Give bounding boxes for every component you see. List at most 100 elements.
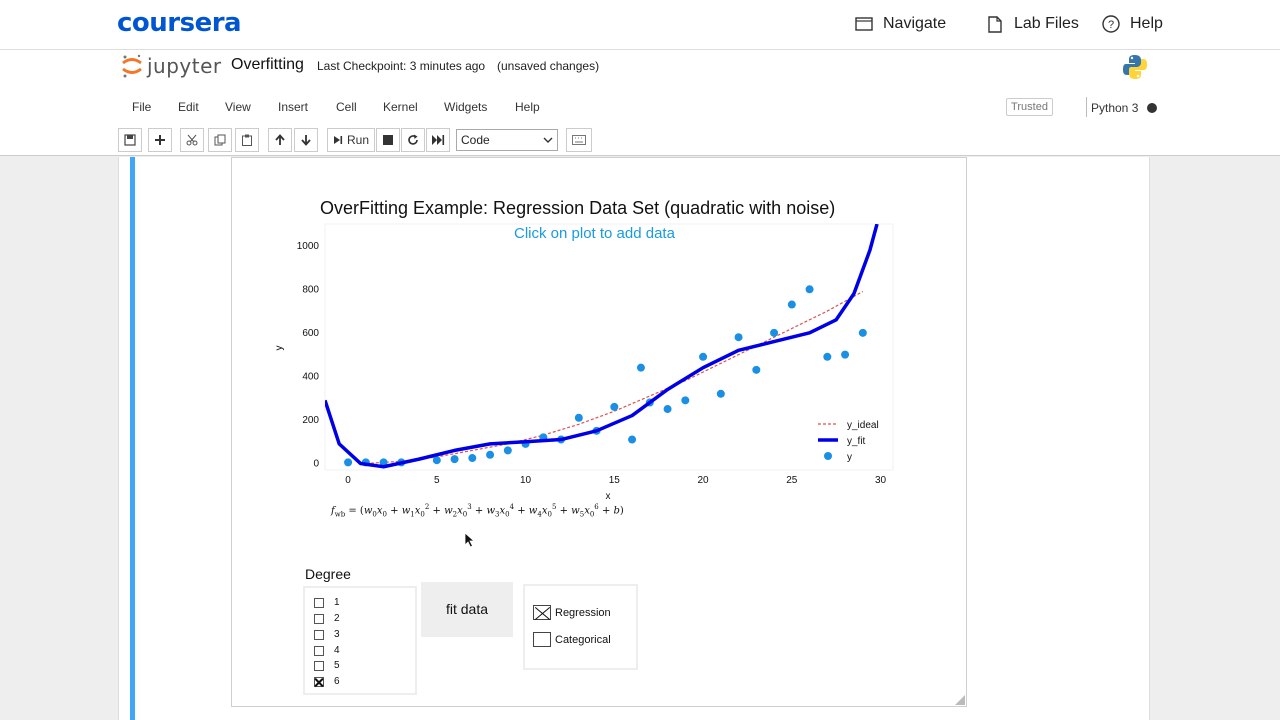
y-tick-label: 1000: [297, 241, 320, 252]
data-point: [344, 458, 353, 467]
x-tick-label: 25: [786, 475, 798, 486]
copy-button[interactable]: [208, 128, 232, 152]
legend-label-y-ideal: y_ideal: [847, 420, 879, 431]
fit-data-button[interactable]: fit data: [421, 582, 513, 637]
x-tick-label: 20: [698, 475, 710, 486]
degree-option-6[interactable]: 6: [314, 676, 340, 687]
menu-file[interactable]: File: [132, 100, 152, 114]
y-tick-label: 800: [302, 284, 319, 295]
mouse-cursor-icon: [464, 532, 476, 548]
arrow-down-icon: [301, 135, 311, 146]
x-tick-label: 30: [875, 475, 887, 486]
paste-button[interactable]: [235, 128, 259, 152]
menu-insert[interactable]: Insert: [278, 100, 309, 114]
mode-option-categorical[interactable]: Categorical: [533, 632, 611, 647]
step-forward-icon: [333, 136, 343, 144]
degree-checkbox[interactable]: [314, 613, 324, 624]
coursera-header: coursera Navigate Lab Files ? Help: [0, 0, 1280, 50]
series-line-y-fit: [325, 224, 879, 469]
cut-button[interactable]: [180, 128, 204, 152]
mode-checkbox[interactable]: [533, 632, 551, 647]
mode-checkbox-group: Regression Categorical: [523, 584, 638, 670]
selected-cell-indicator: [130, 157, 135, 720]
menu-view[interactable]: View: [225, 100, 251, 114]
data-point: [716, 389, 725, 398]
model-equation: fwb = (w0x0 + w1x02 + w2x03 + w3x04 + w4…: [331, 503, 624, 519]
degree-option-3[interactable]: 3: [314, 629, 340, 640]
data-point: [841, 350, 850, 359]
mode-option-label: Regression: [555, 606, 611, 619]
legend-label-y-fit: y_fit: [847, 436, 866, 447]
data-point: [770, 328, 779, 337]
data-point: [823, 352, 832, 361]
menu-help[interactable]: Help: [515, 100, 540, 114]
help-button[interactable]: ? Help: [1102, 15, 1163, 33]
y-tick-label: 0: [313, 458, 319, 469]
menu-kernel[interactable]: Kernel: [383, 100, 418, 114]
data-point: [787, 300, 796, 309]
menu-cell[interactable]: Cell: [336, 100, 357, 114]
scissors-icon: [186, 134, 198, 146]
plot-area[interactable]: [324, 223, 894, 471]
degree-checkbox[interactable]: [314, 597, 324, 608]
unsaved-status: (unsaved changes): [497, 59, 600, 73]
x-tick-label: 5: [434, 475, 440, 486]
run-button[interactable]: Run: [327, 128, 375, 152]
cell-type-value: Code: [461, 133, 490, 147]
trusted-badge[interactable]: Trusted: [1006, 98, 1053, 116]
data-point: [610, 402, 619, 411]
degree-checkbox-group: 1 2 3 4 5 6: [303, 586, 417, 695]
kernel-name[interactable]: Python 3: [1091, 101, 1139, 115]
help-label: Help: [1130, 15, 1163, 32]
degree-checkbox[interactable]: [314, 660, 324, 671]
jupyter-header: jupyter Overfitting Last Checkpoint: 3 m…: [0, 50, 1280, 156]
y-tick-label: 600: [302, 328, 319, 339]
plot-title: OverFitting Example: Regression Data Set…: [320, 198, 836, 218]
degree-checkbox[interactable]: [314, 629, 324, 640]
data-point: [699, 352, 708, 361]
navigate-button[interactable]: Navigate: [855, 15, 946, 33]
degree-option-label: 2: [334, 613, 340, 624]
degree-option-4[interactable]: 4: [314, 645, 340, 656]
insert-cell-button[interactable]: [148, 128, 172, 152]
arrow-up-icon: [275, 134, 285, 145]
x-tick-label: 10: [520, 475, 532, 486]
stop-icon: [383, 135, 393, 145]
degree-option-5[interactable]: 5: [314, 660, 340, 671]
mode-checkbox-checked[interactable]: [533, 605, 551, 620]
move-down-button[interactable]: [294, 128, 318, 152]
data-point: [379, 458, 388, 467]
degree-checkbox[interactable]: [314, 645, 324, 656]
help-icon: ?: [1102, 15, 1120, 33]
menu-edit[interactable]: Edit: [178, 100, 199, 114]
navigate-icon: [855, 16, 873, 32]
save-button[interactable]: [118, 128, 142, 152]
notebook-name[interactable]: Overfitting: [231, 56, 304, 73]
y-tick-label: 400: [302, 371, 319, 382]
degree-checkbox-checked[interactable]: [314, 676, 324, 687]
kernel-status-indicator: [1147, 103, 1157, 113]
data-point: [574, 413, 583, 422]
coursera-logo[interactable]: coursera: [117, 8, 242, 38]
resize-handle-icon[interactable]: [955, 695, 966, 706]
restart-run-all-button[interactable]: [426, 128, 450, 152]
move-up-button[interactable]: [268, 128, 292, 152]
jupyter-logo[interactable]: jupyter: [121, 53, 222, 79]
degree-option-1[interactable]: 1: [314, 597, 340, 608]
x-axis-label: x: [606, 491, 611, 502]
menu-widgets[interactable]: Widgets: [444, 100, 488, 114]
data-point: [468, 454, 477, 463]
regression-plot[interactable]: 0 200 400 600 800 1000 0 5 10 15 20 25 30 y x y_ide…: [270, 220, 920, 510]
lab-files-button[interactable]: Lab Files: [986, 15, 1079, 33]
cell-type-select[interactable]: Code: [456, 129, 558, 151]
interrupt-button[interactable]: [376, 128, 400, 152]
command-palette-button[interactable]: [566, 128, 592, 152]
kernel-divider: [1086, 97, 1087, 117]
mode-option-regression[interactable]: Regression: [533, 605, 611, 620]
degree-option-2[interactable]: 2: [314, 613, 340, 624]
data-point: [805, 285, 814, 294]
plus-icon: [155, 135, 165, 145]
restart-button[interactable]: [401, 128, 425, 152]
save-icon: [124, 134, 136, 146]
chevron-down-icon: [543, 137, 553, 143]
